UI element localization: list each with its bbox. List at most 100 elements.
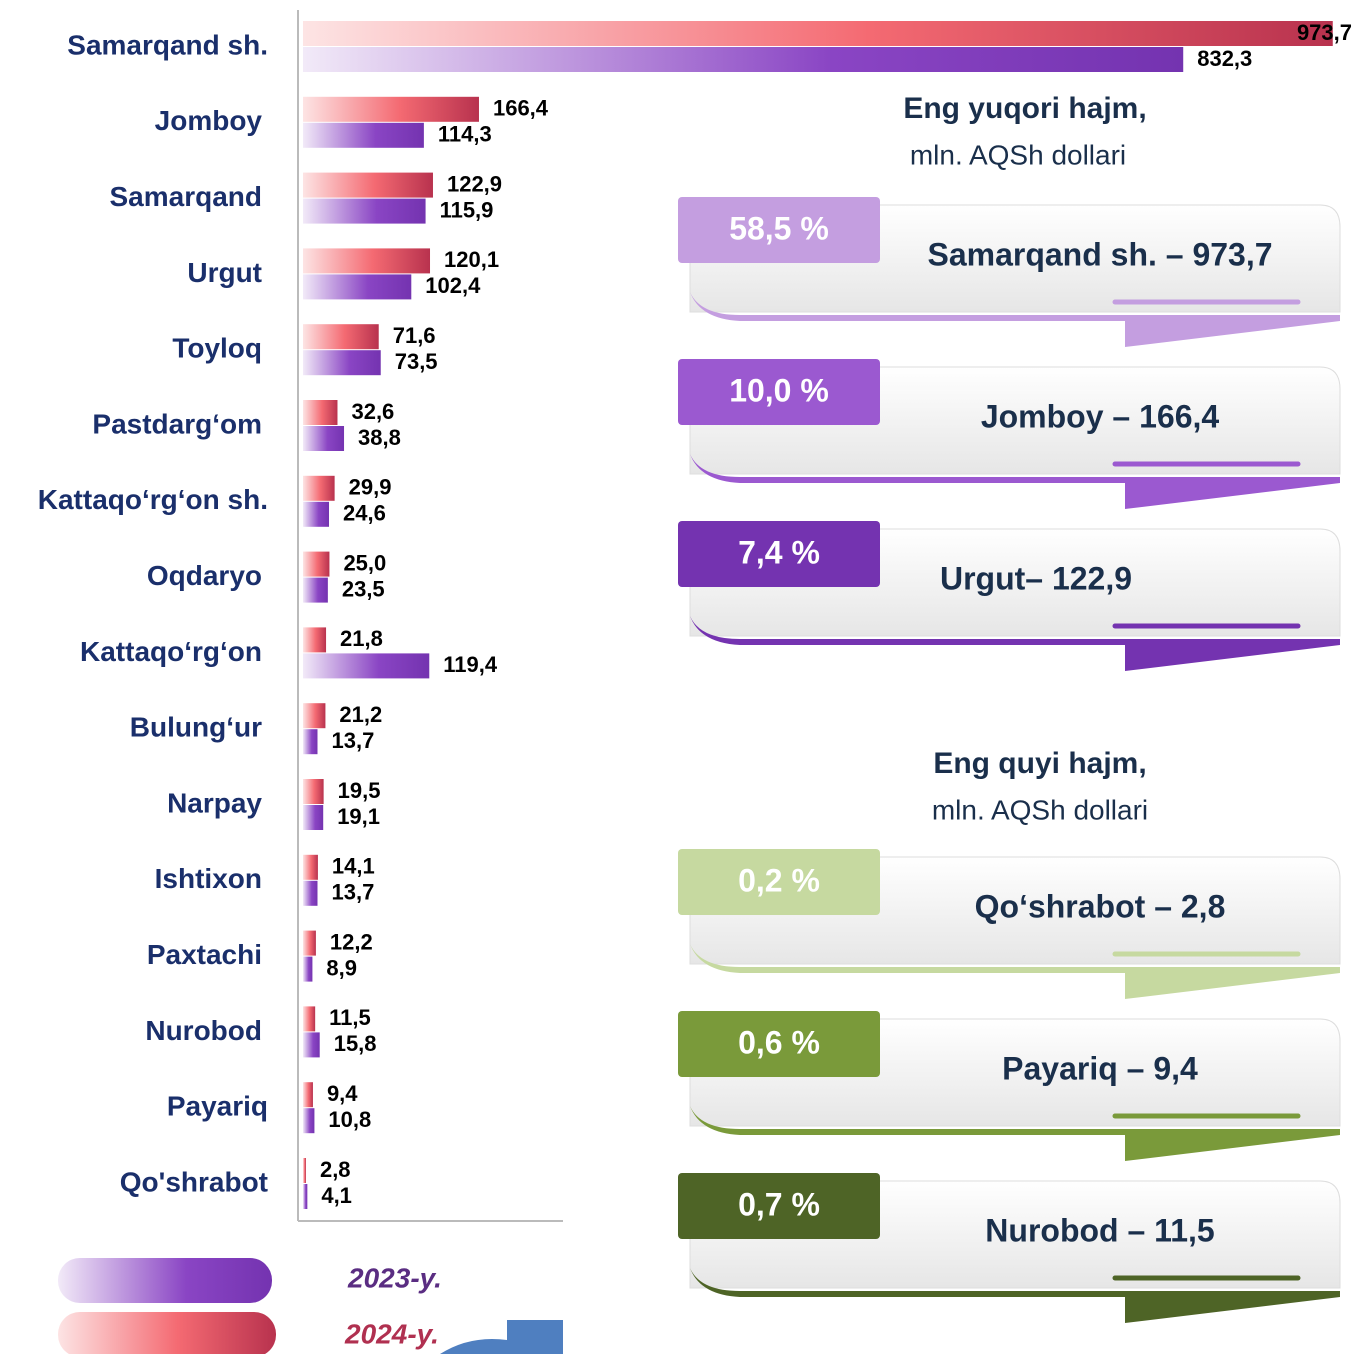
- card-label: Urgut– 122,9: [940, 560, 1132, 596]
- value-label: 21,2: [339, 702, 382, 727]
- decor: [440, 1320, 563, 1354]
- percent-tab: [678, 1011, 880, 1077]
- legend-swatch: [58, 1312, 276, 1354]
- value-label: 19,5: [338, 778, 381, 803]
- value-label: 71,6: [393, 323, 436, 348]
- value-label: 2,8: [320, 1157, 351, 1182]
- category-label: Nurobod: [145, 1015, 262, 1046]
- category-label: Payariq: [167, 1091, 268, 1122]
- bar: [303, 880, 318, 906]
- legend-swatch: [58, 1258, 272, 1303]
- category-label: Samarqand sh.: [67, 29, 268, 60]
- bar: [303, 703, 326, 729]
- card-ribbon: [690, 292, 1340, 347]
- bar: [303, 627, 327, 653]
- legend-label: 2024-y.: [344, 1318, 439, 1349]
- bar: [303, 475, 335, 501]
- panel-subtitle: mln. AQSh dollari: [910, 139, 1126, 170]
- bar: [303, 47, 1184, 72]
- value-label: 4,1: [321, 1183, 352, 1208]
- panel-subtitle: mln. AQSh dollari: [932, 794, 1148, 825]
- percent-label: 0,7 %: [738, 1186, 820, 1222]
- bar: [303, 956, 313, 982]
- bar: [303, 21, 1333, 46]
- value-label: 12,2: [330, 929, 373, 954]
- value-label: 120,1: [444, 247, 499, 272]
- bar: [303, 1158, 306, 1183]
- card-ribbon: [690, 454, 1340, 509]
- percent-tab: [678, 521, 880, 587]
- value-label: 15,8: [334, 1031, 377, 1056]
- bar: [303, 198, 426, 224]
- panel-title: Eng quyi hajm,: [933, 747, 1146, 780]
- percent-tab: [678, 849, 880, 915]
- value-label: 8,9: [326, 955, 357, 980]
- value-label: 13,7: [331, 880, 374, 905]
- card-label: Payariq – 9,4: [1002, 1050, 1198, 1086]
- bar: [303, 248, 431, 274]
- bar: [303, 172, 433, 198]
- card-ribbon: [690, 616, 1340, 671]
- bar: [303, 426, 345, 451]
- bar: [303, 1006, 316, 1032]
- category-label: Kattaqo‘rg‘on: [80, 636, 262, 667]
- card-label: Jomboy – 166,4: [981, 398, 1220, 434]
- bar: [303, 551, 330, 577]
- percent-label: 0,6 %: [738, 1024, 820, 1060]
- category-label: Toyloq: [172, 333, 262, 364]
- value-label: 102,4: [425, 273, 481, 298]
- category-label: Urgut: [187, 257, 262, 288]
- value-label: 32,6: [351, 399, 394, 424]
- card-label: Samarqand sh. – 973,7: [927, 236, 1272, 272]
- bar: [303, 400, 338, 425]
- percent-tab: [678, 1173, 880, 1239]
- value-label: 21,8: [340, 626, 383, 651]
- bar: [303, 577, 328, 603]
- card-label: Qo‘shrabot – 2,8: [975, 888, 1226, 924]
- category-label: Pastdarg‘om: [92, 408, 262, 439]
- value-label: 832,3: [1197, 46, 1252, 71]
- category-label: Jomboy: [155, 105, 263, 136]
- value-label: 19,1: [337, 804, 380, 829]
- bar: [303, 653, 430, 679]
- value-label: 9,4: [327, 1081, 358, 1106]
- percent-label: 7,4 %: [738, 534, 820, 570]
- category-label: Kattaqo‘rg‘on sh.: [38, 484, 268, 515]
- category-label: Samarqand: [110, 181, 263, 212]
- percent-label: 10,0 %: [729, 372, 829, 408]
- legend-label: 2023-y.: [347, 1262, 442, 1293]
- card-ribbon: [690, 1106, 1340, 1161]
- card-ribbon: [690, 1268, 1340, 1323]
- bar: [303, 122, 424, 148]
- bar: [303, 1032, 320, 1058]
- bar: [303, 324, 379, 350]
- value-label: 11,5: [329, 1005, 371, 1030]
- value-label: 10,8: [328, 1107, 371, 1132]
- bar: [303, 930, 316, 956]
- value-label: 13,7: [331, 728, 374, 753]
- bar: [303, 350, 381, 376]
- percent-label: 0,2 %: [738, 862, 820, 898]
- value-label: 114,3: [438, 122, 492, 147]
- card-ribbon: [690, 944, 1340, 999]
- bar: [303, 854, 318, 880]
- category-label: Paxtachi: [147, 939, 262, 970]
- value-label: 73,5: [395, 349, 438, 374]
- value-label: 38,8: [358, 425, 401, 450]
- category-label: Narpay: [167, 787, 262, 818]
- value-label: 23,5: [342, 576, 385, 601]
- value-label: 29,9: [349, 475, 392, 500]
- percent-label: 58,5 %: [729, 210, 829, 246]
- bar: [303, 729, 318, 755]
- bar: [303, 1082, 313, 1108]
- bar: [303, 779, 324, 804]
- bar: [303, 501, 330, 527]
- value-label: 25,0: [343, 550, 386, 575]
- bar: [303, 805, 324, 830]
- bar: [303, 1108, 315, 1134]
- percent-tab: [678, 197, 880, 263]
- percent-tab: [678, 359, 880, 425]
- value-label: 115,9: [440, 197, 494, 222]
- category-label: Qo'shrabot: [120, 1166, 268, 1197]
